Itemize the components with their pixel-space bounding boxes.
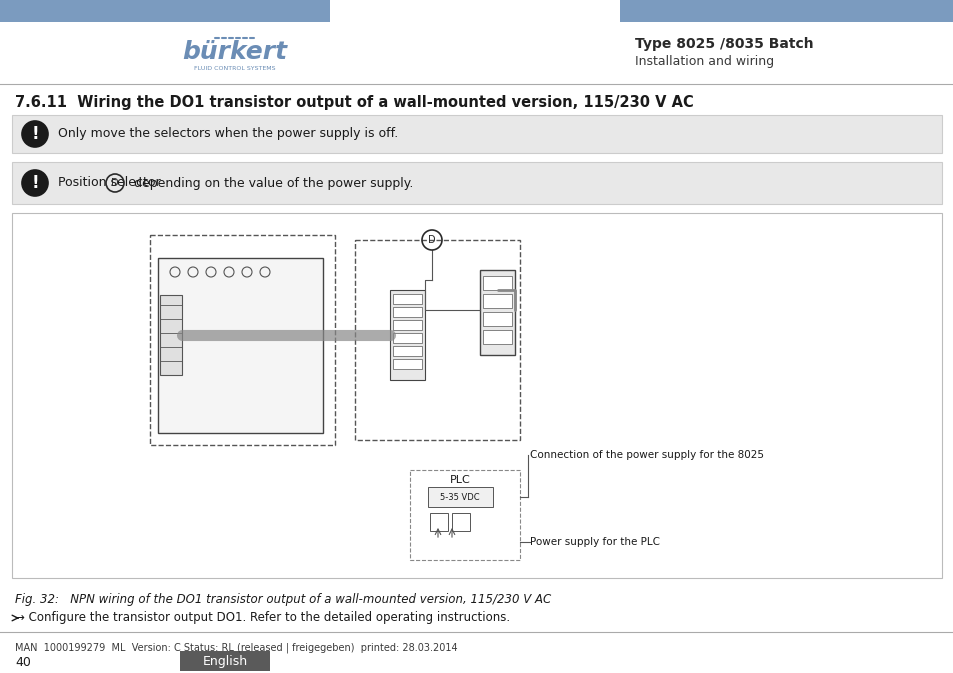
- Text: Power supply for the PLC: Power supply for the PLC: [530, 537, 659, 547]
- FancyBboxPatch shape: [393, 294, 421, 304]
- Text: FLUID CONTROL SYSTEMS: FLUID CONTROL SYSTEMS: [194, 65, 275, 71]
- Text: English: English: [202, 655, 247, 668]
- FancyBboxPatch shape: [482, 312, 512, 326]
- Text: bürkert: bürkert: [182, 40, 287, 64]
- Text: depending on the value of the power supply.: depending on the value of the power supp…: [130, 176, 413, 190]
- FancyBboxPatch shape: [158, 258, 323, 433]
- FancyBboxPatch shape: [482, 276, 512, 290]
- Text: !: !: [31, 174, 39, 192]
- FancyBboxPatch shape: [479, 270, 515, 355]
- FancyBboxPatch shape: [180, 651, 270, 671]
- FancyBboxPatch shape: [393, 333, 421, 343]
- FancyBboxPatch shape: [390, 290, 424, 380]
- FancyBboxPatch shape: [160, 295, 182, 375]
- Text: → Configure the transistor output DO1. Refer to the detailed operating instructi: → Configure the transistor output DO1. R…: [15, 612, 510, 625]
- FancyBboxPatch shape: [482, 330, 512, 344]
- FancyBboxPatch shape: [482, 294, 512, 308]
- Text: !: !: [31, 125, 39, 143]
- FancyBboxPatch shape: [393, 320, 421, 330]
- Text: D: D: [112, 178, 119, 188]
- FancyBboxPatch shape: [452, 513, 470, 531]
- Circle shape: [22, 170, 48, 196]
- FancyBboxPatch shape: [0, 0, 330, 22]
- Text: 40: 40: [15, 656, 30, 668]
- FancyBboxPatch shape: [12, 213, 941, 578]
- FancyBboxPatch shape: [428, 487, 493, 507]
- FancyBboxPatch shape: [619, 0, 953, 22]
- Text: Connection of the power supply for the 8025: Connection of the power supply for the 8…: [530, 450, 763, 460]
- Text: D: D: [428, 235, 436, 245]
- FancyBboxPatch shape: [12, 115, 941, 153]
- Text: MAN  1000199279  ML  Version: C Status: RL (released | freigegeben)  printed: 28: MAN 1000199279 ML Version: C Status: RL …: [15, 643, 457, 653]
- Text: Only move the selectors when the power supply is off.: Only move the selectors when the power s…: [58, 127, 397, 141]
- Text: 5-35 VDC: 5-35 VDC: [439, 493, 479, 501]
- Text: Installation and wiring: Installation and wiring: [635, 55, 773, 69]
- Text: Position selector: Position selector: [58, 176, 160, 190]
- FancyBboxPatch shape: [12, 162, 941, 204]
- Text: PLC: PLC: [449, 475, 470, 485]
- FancyBboxPatch shape: [430, 513, 448, 531]
- Text: 7.6.11  Wiring the DO1 transistor output of a wall-mounted version, 115/230 V AC: 7.6.11 Wiring the DO1 transistor output …: [15, 96, 693, 110]
- Text: Type 8025 /8035 Batch: Type 8025 /8035 Batch: [635, 37, 813, 51]
- FancyBboxPatch shape: [393, 307, 421, 317]
- Text: Fig. 32:   NPN wiring of the DO1 transistor output of a wall-mounted version, 11: Fig. 32: NPN wiring of the DO1 transisto…: [15, 594, 551, 606]
- FancyBboxPatch shape: [393, 359, 421, 369]
- FancyBboxPatch shape: [410, 470, 519, 560]
- FancyBboxPatch shape: [393, 346, 421, 356]
- Circle shape: [22, 121, 48, 147]
